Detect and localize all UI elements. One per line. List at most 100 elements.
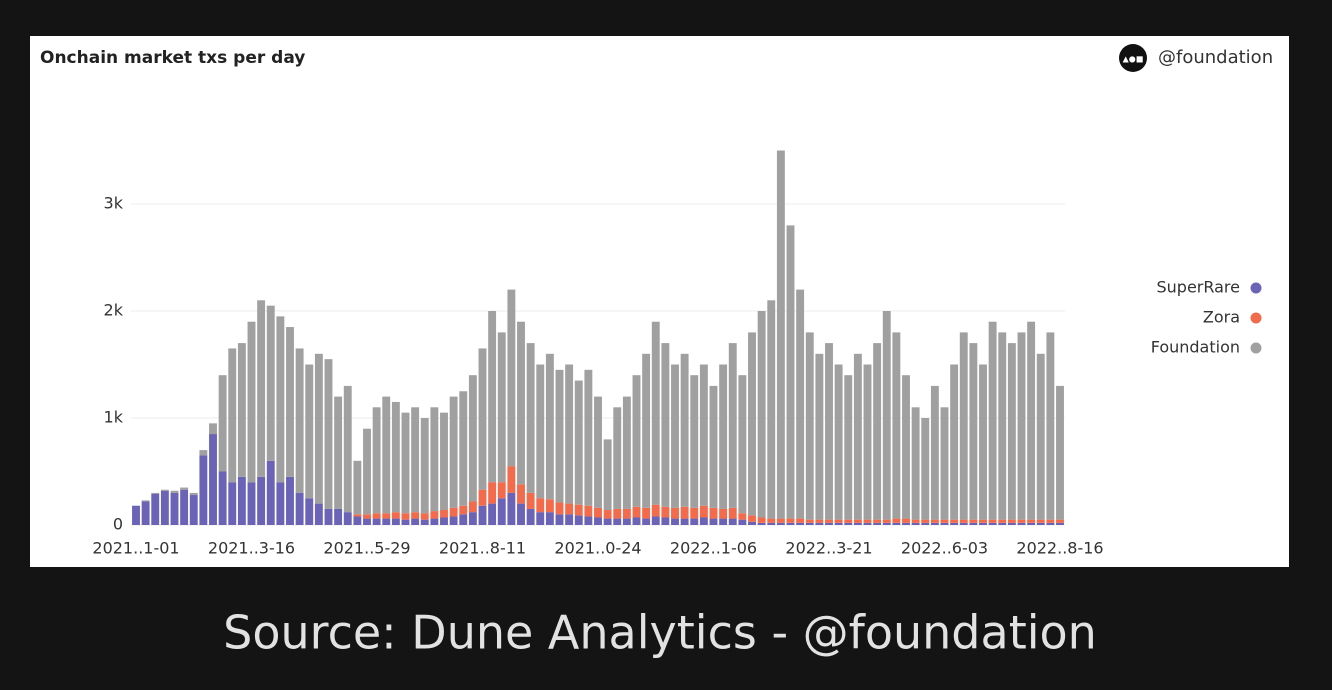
bar-segment <box>478 489 487 506</box>
bar-segment <box>930 522 939 525</box>
bar-segment <box>199 450 208 456</box>
bar-segment <box>709 385 718 508</box>
bar-segment <box>459 514 468 525</box>
bar-segment <box>526 343 535 493</box>
bar-segment <box>892 332 901 519</box>
bar-segment <box>517 484 525 504</box>
bar-segment <box>815 522 824 525</box>
x-tick-label: 2022..8-16 <box>1016 539 1103 558</box>
bar-segment <box>786 522 795 525</box>
bar-segment <box>719 518 728 525</box>
bar-segment <box>902 522 910 525</box>
bar-segment <box>401 519 410 525</box>
chart-title: Onchain market txs per day <box>40 48 305 68</box>
source: Source: Dune Analytics - @foundation <box>223 606 1097 660</box>
bar-segment <box>382 396 391 514</box>
bar-segment <box>853 353 862 520</box>
bar-segment <box>305 498 314 525</box>
bar-segment <box>1046 332 1055 520</box>
bar-segment <box>825 519 833 523</box>
x-tick-label: 2022..3-21 <box>785 539 872 558</box>
bar-segment <box>738 375 747 514</box>
bar-segment <box>699 505 708 518</box>
bar-segment <box>603 518 612 525</box>
bar-segment <box>690 518 699 525</box>
x-tick-label: 2021..5-29 <box>323 539 410 558</box>
bar-segment <box>324 508 333 525</box>
bar-segment <box>1017 522 1026 525</box>
bar-segment <box>372 407 381 514</box>
bar-segment <box>363 518 371 525</box>
logo <box>1119 44 1147 72</box>
bar-segment <box>430 407 439 512</box>
legend-swatch <box>1250 312 1262 324</box>
bar-segment <box>382 513 391 519</box>
bar-segment <box>218 375 227 472</box>
bar-segment <box>728 507 737 519</box>
bar-segment <box>632 375 641 507</box>
bar-segment <box>661 517 670 525</box>
bar-segment <box>651 516 660 525</box>
bar-segment <box>632 506 641 518</box>
bar-segment <box>305 364 314 499</box>
bar-segment <box>671 507 679 519</box>
bar-segment <box>699 364 708 506</box>
bar-segment <box>757 522 766 525</box>
bar-segment <box>767 522 776 525</box>
bar-segment <box>757 517 766 523</box>
bar-segment <box>988 519 997 523</box>
bar-segment <box>536 512 545 525</box>
bar-segment <box>228 348 237 483</box>
bar-segment <box>411 518 420 525</box>
bar-segment <box>642 353 651 508</box>
bar-segment <box>555 502 564 515</box>
bar-segment <box>892 518 901 523</box>
bar-segment <box>151 492 160 494</box>
bar-segment <box>873 343 882 520</box>
bar-segment <box>690 375 699 508</box>
bar-segment <box>372 513 381 519</box>
bar-segment <box>748 515 756 522</box>
bar-segment <box>603 439 612 511</box>
bar-segment <box>141 500 150 502</box>
bar-segment <box>844 522 853 525</box>
bar-segment <box>247 482 256 525</box>
legend-label: SuperRare <box>1156 278 1240 297</box>
bar-segment <box>911 519 920 523</box>
bar-segment <box>459 505 468 515</box>
bar-segment <box>979 364 987 520</box>
bar-segment <box>363 428 371 515</box>
bar-segment <box>1046 519 1055 523</box>
bar-segment <box>911 407 920 520</box>
bar-segment <box>151 493 160 525</box>
bar-segment <box>574 515 583 525</box>
x-tick-label: 2021..1-01 <box>92 539 179 558</box>
bar-segment <box>1027 522 1036 525</box>
bar-segment <box>709 518 718 525</box>
bar-segment <box>699 517 708 525</box>
bar-segment <box>199 455 208 525</box>
bar-segment <box>969 343 978 520</box>
bar-segment <box>449 516 458 525</box>
bar-segment <box>902 518 910 523</box>
bar-segment <box>882 519 891 523</box>
bar-segment <box>440 517 448 525</box>
bar-segment <box>343 385 352 513</box>
bar-segment <box>488 311 497 483</box>
bar-segment <box>353 514 362 517</box>
bar-segment <box>276 482 285 525</box>
bar-segment <box>517 503 525 525</box>
y-tick-label: 0 <box>113 515 123 534</box>
bar-segment <box>584 505 593 517</box>
bar-segment <box>517 321 525 485</box>
bar-segment <box>468 501 477 513</box>
bar-segment <box>613 508 622 519</box>
bar-segment <box>671 518 679 525</box>
bar-segment <box>680 518 689 525</box>
bar-segment <box>218 471 227 525</box>
legend-label: Foundation <box>1151 338 1240 357</box>
bar-segment <box>411 407 420 513</box>
bar-segment <box>391 401 400 513</box>
